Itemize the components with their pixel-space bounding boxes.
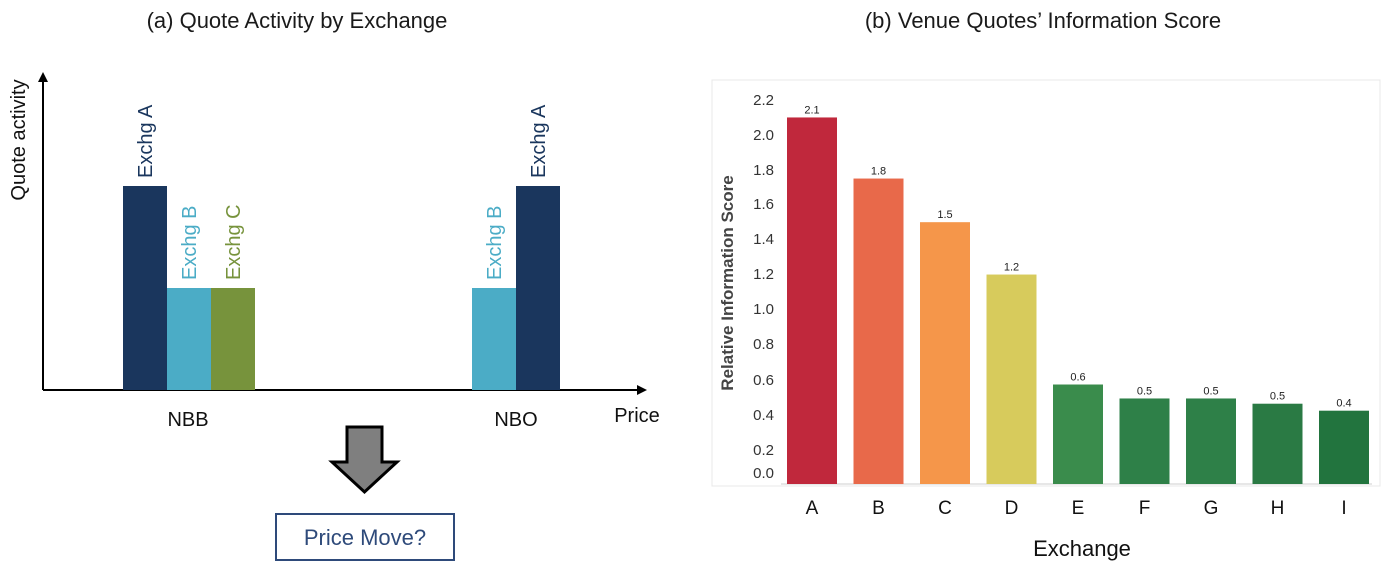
y-tick-label: 0.0 xyxy=(753,465,774,482)
panel-b-bars: 2.1 1.8 1.5 1.2 0.6 0.5 0.5 0.5 0.4 xyxy=(787,104,1369,485)
bar-f xyxy=(1119,398,1170,484)
x-tick-g: G xyxy=(1204,498,1219,519)
panel-b-x-ticks: A B C D E F G H I xyxy=(806,498,1347,519)
y-tick-label: 2.0 xyxy=(753,127,774,144)
bar-a xyxy=(787,117,837,485)
x-tick-i: I xyxy=(1341,498,1346,519)
data-label-g: 0.5 xyxy=(1203,385,1218,397)
panel-a-y-axis-label: Quote activity xyxy=(8,79,30,200)
x-tick-a: A xyxy=(806,498,819,519)
x-tick-c: C xyxy=(938,498,952,519)
y-tick-label: 1.0 xyxy=(753,301,774,318)
bar-label-nbo-exchg-a: Exchg A xyxy=(528,104,550,178)
price-move-label: Price Move? xyxy=(304,525,426,550)
y-tick-label: 0.6 xyxy=(753,372,774,389)
bar-label-nbb-exchg-a: Exchg A xyxy=(135,104,157,178)
y-tick-label: 1.6 xyxy=(753,196,774,213)
bar-label-nbo-exchg-b: Exchg B xyxy=(484,206,506,280)
y-tick-label: 0.4 xyxy=(753,407,774,424)
y-tick-label: 1.8 xyxy=(753,162,774,179)
bar-b xyxy=(853,178,904,484)
panel-b-title: (b) Venue Quotes’ Information Score xyxy=(865,8,1221,33)
x-tick-e: E xyxy=(1072,498,1085,519)
panel-a-x-axis-label: Price xyxy=(614,405,660,427)
y-tick-label: 2.2 xyxy=(753,92,774,109)
data-label-d: 1.2 xyxy=(1004,262,1019,274)
panel-b-y-ticks: 0.0 0.2 0.4 0.6 0.8 1.0 1.2 1.4 1.6 1.8 2.0 2.2 xyxy=(753,92,774,482)
bar-label-nbb-exchg-b: Exchg B xyxy=(179,206,201,280)
bar-h xyxy=(1252,403,1303,484)
bar-label-nbb-exchg-c: Exchg C xyxy=(223,204,245,280)
x-tick-b: B xyxy=(872,498,885,519)
bar-i xyxy=(1319,410,1369,484)
panel-b-x-axis-label: Exchange xyxy=(1033,536,1131,561)
data-label-b: 1.8 xyxy=(871,166,886,178)
group-label-nbb: NBB xyxy=(167,409,208,431)
y-tick-label: 1.4 xyxy=(753,231,774,248)
data-label-h: 0.5 xyxy=(1270,391,1285,403)
bar-nbb-exchg-a xyxy=(123,186,167,390)
data-label-f: 0.5 xyxy=(1137,385,1152,397)
x-tick-h: H xyxy=(1271,498,1285,519)
bar-c xyxy=(920,222,970,484)
data-label-e: 0.6 xyxy=(1070,372,1085,384)
bar-nbb-exchg-c xyxy=(211,288,255,390)
down-arrow-icon xyxy=(328,425,401,495)
price-move-box xyxy=(275,513,455,561)
x-tick-d: D xyxy=(1005,498,1019,519)
bar-nbo-exchg-a xyxy=(516,186,560,390)
x-tick-f: F xyxy=(1139,498,1151,519)
panel-b: (b) Venue Quotes’ Information Score Rela… xyxy=(711,8,1381,561)
bar-nbo-exchg-b xyxy=(472,288,516,390)
panel-a-title: (a) Quote Activity by Exchange xyxy=(147,8,448,33)
bar-nbb-exchg-b xyxy=(167,288,211,390)
panel-a-bars: Exchg A Exchg B Exchg C Exchg B Exchg A xyxy=(123,104,560,390)
bar-g xyxy=(1186,398,1236,484)
y-tick-label: 0.8 xyxy=(753,336,774,353)
group-label-nbo: NBO xyxy=(494,409,537,431)
data-label-a: 2.1 xyxy=(804,104,819,116)
y-tick-label: 0.2 xyxy=(753,442,774,459)
panel-b-y-axis-label: Relative Information Score xyxy=(718,175,737,390)
bar-d xyxy=(986,274,1037,484)
data-label-i: 0.4 xyxy=(1336,398,1351,410)
data-label-c: 1.5 xyxy=(937,209,952,221)
bar-e xyxy=(1053,384,1103,484)
y-tick-label: 1.2 xyxy=(753,266,774,283)
panel-a: (a) Quote Activity by Exchange Quote act… xyxy=(8,8,660,561)
